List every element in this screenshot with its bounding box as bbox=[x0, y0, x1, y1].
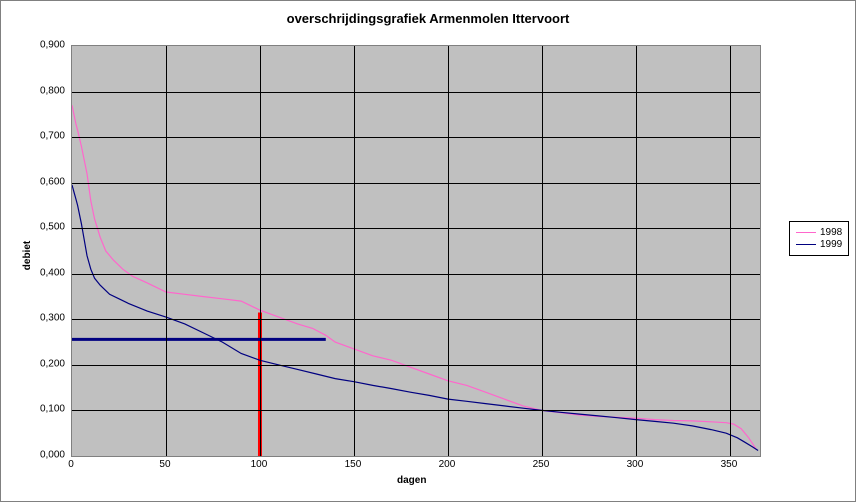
gridline-h bbox=[72, 365, 760, 366]
y-tick-label: 0,900 bbox=[31, 40, 65, 51]
gridline-v bbox=[636, 46, 637, 456]
gridline-h bbox=[72, 319, 760, 320]
gridline-v bbox=[354, 46, 355, 456]
y-axis-label: debiet bbox=[22, 241, 33, 270]
chart-container: overschrijdingsgrafiek Armenmolen Itterv… bbox=[0, 0, 856, 502]
x-tick-label: 0 bbox=[51, 459, 91, 470]
legend-label: 1999 bbox=[820, 239, 842, 250]
gridline-h bbox=[72, 92, 760, 93]
y-tick-label: 0,100 bbox=[31, 404, 65, 415]
x-axis-label: dagen bbox=[397, 475, 426, 486]
legend-label: 1998 bbox=[820, 227, 842, 238]
x-tick-label: 50 bbox=[145, 459, 185, 470]
x-tick-label: 350 bbox=[709, 459, 749, 470]
plot-svg bbox=[72, 46, 760, 456]
gridline-v bbox=[542, 46, 543, 456]
y-tick-label: 0,400 bbox=[31, 267, 65, 278]
series-line-1998 bbox=[72, 105, 756, 449]
legend-item: 1999 bbox=[796, 239, 842, 250]
y-tick-label: 0,200 bbox=[31, 358, 65, 369]
legend-swatch-icon bbox=[796, 232, 816, 233]
y-tick-label: 0,300 bbox=[31, 313, 65, 324]
gridline-h bbox=[72, 137, 760, 138]
legend-item: 1998 bbox=[796, 227, 842, 238]
x-tick-label: 250 bbox=[521, 459, 561, 470]
gridline-h bbox=[72, 274, 760, 275]
y-tick-label: 0,500 bbox=[31, 222, 65, 233]
gridline-h bbox=[72, 228, 760, 229]
gridline-v bbox=[260, 46, 261, 456]
gridline-v bbox=[166, 46, 167, 456]
y-tick-label: 0,600 bbox=[31, 176, 65, 187]
legend: 19981999 bbox=[789, 221, 849, 256]
plot-area bbox=[71, 45, 761, 457]
y-tick-label: 0,800 bbox=[31, 85, 65, 96]
chart-title: overschrijdingsgrafiek Armenmolen Itterv… bbox=[1, 11, 855, 26]
gridline-v bbox=[448, 46, 449, 456]
x-tick-label: 150 bbox=[333, 459, 373, 470]
y-tick-label: 0,700 bbox=[31, 131, 65, 142]
gridline-v bbox=[730, 46, 731, 456]
gridline-h bbox=[72, 183, 760, 184]
x-tick-label: 300 bbox=[615, 459, 655, 470]
gridline-h bbox=[72, 410, 760, 411]
x-tick-label: 100 bbox=[239, 459, 279, 470]
x-tick-label: 200 bbox=[427, 459, 467, 470]
legend-swatch-icon bbox=[796, 244, 816, 245]
